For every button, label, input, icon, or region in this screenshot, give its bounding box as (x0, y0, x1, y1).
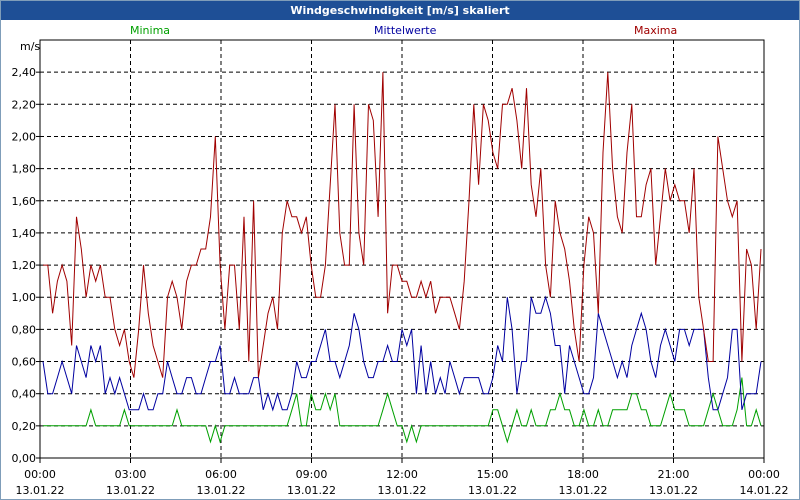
y-tick-label: 0,40 (12, 388, 37, 401)
series-line-mittelwerte (42, 295, 762, 412)
legend-mittelwerte: Mittelwerte (374, 24, 437, 37)
plot-border (39, 39, 765, 459)
x-tick-time: 18:00 (567, 468, 599, 481)
series-line-maxima (43, 72, 762, 378)
x-tick-time: 06:00 (205, 468, 237, 481)
series-line-minima (43, 377, 762, 444)
x-tick-time: 09:00 (296, 468, 328, 481)
x-tick-date: 13.01.22 (16, 484, 65, 497)
x-tick-date: 13.01.22 (559, 484, 608, 497)
x-tick-date: 13.01.22 (197, 484, 246, 497)
y-tick-label: 0,00 (12, 452, 37, 465)
x-tick-date: 13.01.22 (468, 484, 517, 497)
y-tick-label: 2,40 (12, 66, 37, 79)
y-tick-label: 1,60 (12, 195, 37, 208)
y-tick-label: 1,00 (12, 291, 37, 304)
legend-minima: Minima (130, 24, 171, 37)
x-tick-time: 12:00 (386, 468, 418, 481)
x-tick-date: 13.01.22 (649, 484, 698, 497)
x-tick-time: 21:00 (658, 468, 690, 481)
y-tick-label: 1,20 (12, 259, 37, 272)
x-tick-time: 00:00 (24, 468, 56, 481)
y-tick-label: 0,20 (12, 420, 37, 433)
x-tick-time: 03:00 (115, 468, 147, 481)
y-tick-label: 2,20 (12, 98, 37, 111)
x-tick-date: 13.01.22 (378, 484, 427, 497)
y-tick-label: 0,60 (12, 356, 37, 369)
y-tick-label: 2,00 (12, 130, 37, 143)
x-tick-date: 14.01.22 (740, 484, 789, 497)
chart-title: Windgeschwindigkeit [m/s] skaliert (1, 1, 799, 20)
x-tick-time: 00:00 (748, 468, 780, 481)
y-tick-label: 0,80 (12, 323, 37, 336)
x-tick-time: 15:00 (477, 468, 509, 481)
y-tick-label: 1,80 (12, 163, 37, 176)
y-axis-label: m/s (20, 40, 40, 53)
plot-area (40, 40, 764, 458)
y-tick-label: 1,40 (12, 227, 37, 240)
x-tick-date: 13.01.22 (106, 484, 155, 497)
legend-maxima: Maxima (634, 24, 678, 37)
x-tick-date: 13.01.22 (287, 484, 336, 497)
